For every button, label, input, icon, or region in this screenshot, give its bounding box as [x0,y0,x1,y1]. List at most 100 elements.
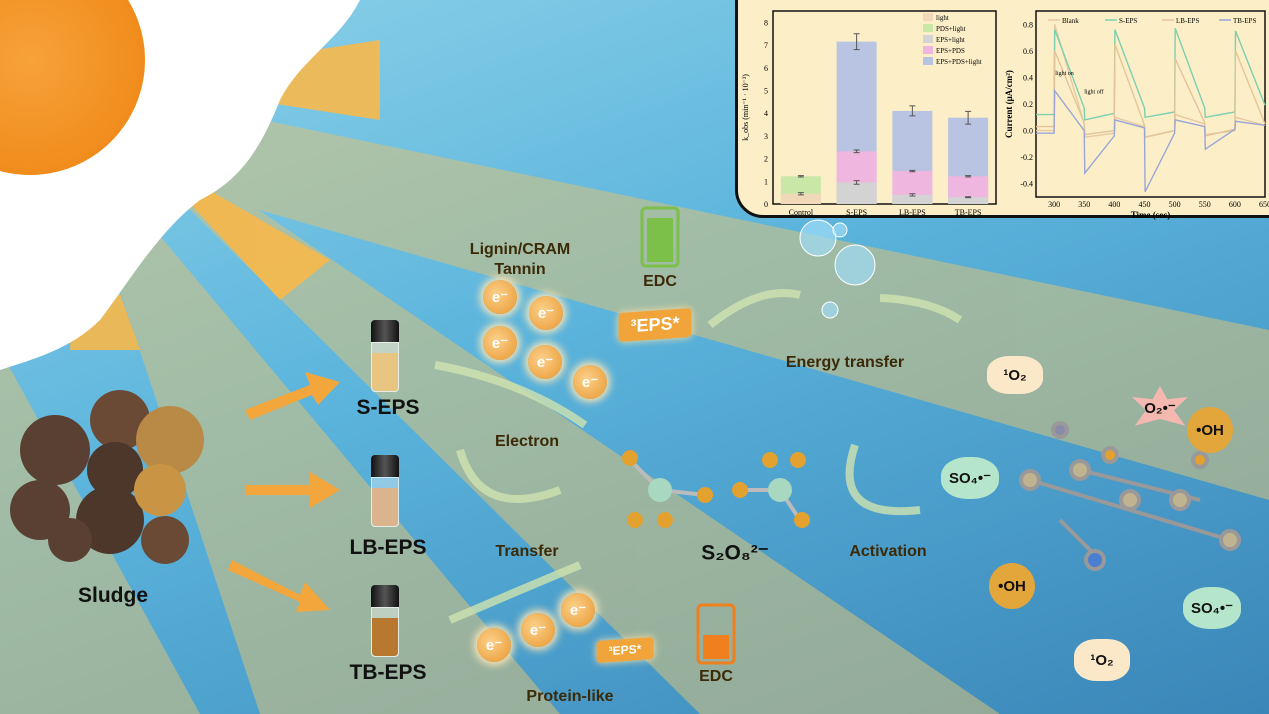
y-tick-label: 0.4 [1023,73,1033,82]
bar [948,197,989,204]
y-axis-label: k_obs (min⁻¹ · 10⁻³) [741,74,750,141]
transfer-label: Transfer [495,543,559,560]
legend-swatch [923,13,933,21]
y-tick-label: 7 [764,41,768,50]
y-tick-label: 4 [764,109,768,118]
edc-bottom-label: EDC [699,668,733,685]
sun [0,0,145,175]
series-line [1036,24,1266,139]
line-chart: 300 350 400 450 500 550 600 650 -0.4 -0.2 0.0 0.2 0.… [1004,10,1269,220]
y-tick-label: 8 [764,18,768,27]
flow-arrows [228,372,340,612]
battery-icon-orange [696,603,736,665]
y-tick-label: 5 [764,86,768,95]
lb-eps-vial [371,455,399,527]
hydroxyl-badge: •OH [989,563,1035,609]
legend-label: PDS+light [936,25,966,33]
sludge-particles [10,390,204,564]
bubbles [799,219,876,319]
x-tick-label: 450 [1138,200,1150,209]
electron-icon: e⁻ [573,365,607,399]
plot-frame [772,10,997,205]
x-tick-label: 350 [1078,200,1090,209]
series-line [1036,43,1266,139]
y-tick-label: 0.8 [1023,20,1033,29]
legend-label: TB-EPS [1233,17,1256,25]
x-tick-label: TB-EPS [955,208,982,217]
x-tick-label: 400 [1108,200,1120,209]
error-bar [853,33,860,51]
error-bar [909,169,916,173]
electron-icon: e⁻ [521,613,555,647]
tb-eps-vial [371,585,399,657]
x-tick-label: Control [789,208,814,217]
s-eps-label: S-EPS [356,396,420,419]
bar [836,182,877,204]
tannin-label: Tannin [494,261,546,278]
y-tick-label: 0.0 [1023,127,1033,136]
annotation-light-on: light on [1055,71,1074,77]
energy-transfer-label: Energy transfer [785,354,905,371]
pollutant-molecule [1019,421,1241,571]
singlet-oxygen-badge: ¹O₂ [987,356,1043,394]
legend-label: EPS+PDS [936,47,965,55]
error-bar [965,175,972,178]
error-bar [965,110,972,125]
annotation-light-off: light off [1084,88,1103,95]
y-tick-label: 6 [764,64,768,73]
electron-icon: e⁻ [477,628,511,662]
electron-icon: e⁻ [529,296,563,330]
inset-charts-panel: 0 1 2 3 4 5 6 7 8 k_obs (min⁻¹ · 10⁻³) Control S-EP… [735,0,1269,220]
electron-icon: e⁻ [483,326,517,360]
y-tick-label: 2 [764,155,768,164]
electron-icon: e⁻ [561,593,595,627]
y-tick-label: -0.2 [1020,153,1033,162]
y-axis-label: Current (μA/cm²) [1004,70,1014,138]
error-bar [797,175,804,178]
error-bar [909,105,916,117]
legend-label: Blank [1062,17,1079,25]
transfer-arrows [434,289,963,624]
x-tick-label: 650 [1259,200,1269,209]
sludge-label: Sludge [77,584,149,607]
x-tick-label: 300 [1048,200,1060,209]
y-tick-label: 0 [764,200,768,209]
legend-label: LB-EPS [1176,17,1199,25]
tb-eps-label: TB-EPS [349,661,427,684]
legend-swatch [923,35,933,43]
error-bar [965,196,972,199]
x-tick-label: LB-EPS [899,208,926,217]
x-tick-label: 500 [1169,200,1181,209]
y-tick-label: 1 [764,177,768,186]
legend-swatch [923,57,933,65]
triplet-eps-top: ³EPS* [618,307,692,343]
error-bar [909,193,916,197]
electron-icon: e⁻ [528,345,562,379]
protein-like-label: Protein-like [526,688,614,705]
activation-label: Activation [849,543,927,560]
y-tick-label: 0.2 [1023,100,1033,109]
hydroxyl-badge: •OH [1187,407,1233,453]
bar [892,194,933,204]
electron-label: Electron [494,433,560,450]
singlet-oxygen-badge: ¹O₂ [1074,639,1130,681]
s-eps-vial [371,320,399,392]
bar [780,193,821,204]
x-tick-label: 600 [1229,200,1241,209]
lb-eps-label: LB-EPS [349,536,427,559]
plot-frame [1035,10,1266,198]
battery-icon-green [640,206,680,268]
legend-label: EPS+light [936,36,965,44]
electron-icon: e⁻ [483,280,517,314]
persulfate-label: S₂O₈²⁻ [701,541,769,565]
legend-swatch [923,24,933,32]
x-tick-label: 550 [1199,200,1211,209]
legend-label: S-EPS [1119,17,1137,25]
y-tick-label: -0.4 [1020,180,1033,189]
sulfate-radical-badge: SO₄•⁻ [941,457,999,499]
triplet-eps-bottom: ³EPS* [596,637,654,663]
persulfate-molecule [622,450,810,528]
y-tick-label: 0.6 [1023,47,1033,56]
error-bar [853,149,860,154]
